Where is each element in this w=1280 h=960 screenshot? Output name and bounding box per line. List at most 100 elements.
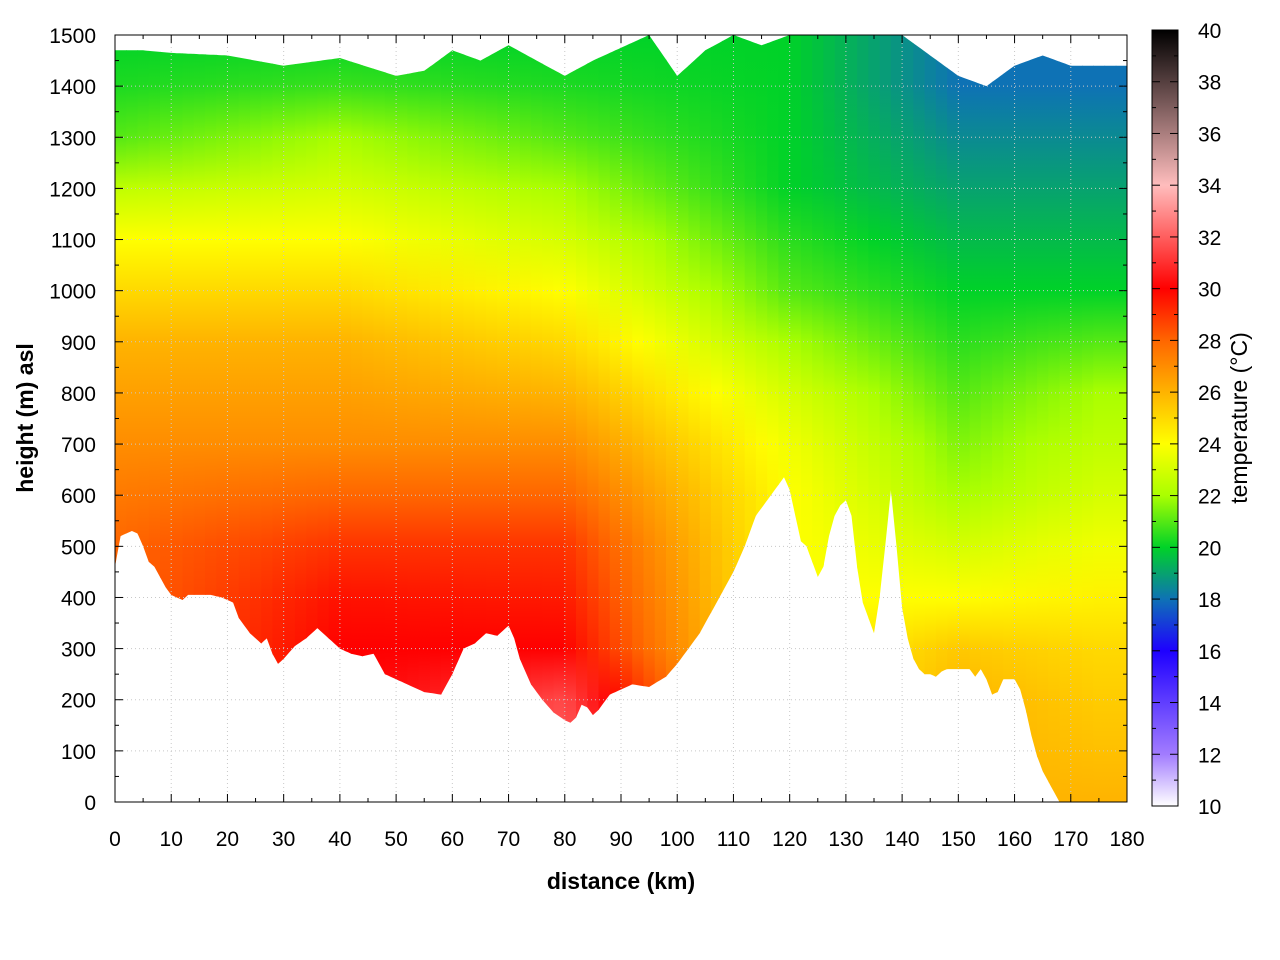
x-tick-label: 180	[1109, 828, 1144, 851]
y-tick-label: 1000	[49, 281, 96, 304]
heatmap-strip	[519, 35, 532, 802]
heatmap-strip	[418, 35, 431, 802]
heatmap-strip	[306, 35, 318, 802]
heatmap-strip	[812, 35, 824, 802]
colorbar-tick-labels: 10 12 14 16 18 20 22 24 26 28 30 32 34 36 38 40	[1198, 20, 1222, 819]
y-tick-label: 0	[84, 792, 96, 815]
x-tick-label: 90	[609, 828, 632, 851]
heatmap-strip	[373, 35, 386, 802]
colorbar-tick-label: 22	[1198, 486, 1221, 509]
x-tick-label: 10	[160, 828, 183, 851]
heatmap-strip	[1014, 35, 1027, 802]
y-tick-label: 100	[61, 741, 96, 764]
y-tick-label: 300	[61, 639, 96, 662]
colorbar-tick-label: 10	[1198, 796, 1221, 819]
y-tick-label: 700	[61, 434, 96, 457]
heatmap-strip	[755, 35, 768, 802]
heatmap-strip	[677, 35, 690, 802]
heatmap-strip	[688, 35, 701, 802]
heatmap-strip	[508, 35, 521, 802]
heatmap-strip	[1059, 35, 1072, 802]
colorbar-tick-label: 38	[1198, 72, 1221, 95]
x-tick-label: 40	[328, 828, 351, 851]
heatmap-strip	[429, 35, 442, 802]
heatmap-strip	[587, 35, 600, 802]
y-tick-labels: 0 100 200 300 400 500 600 700 800 900 1000 1100 1200…	[49, 25, 96, 815]
heatmap-strip	[452, 35, 465, 802]
heatmap-strip	[845, 35, 858, 802]
heatmap-strip	[902, 35, 914, 802]
heatmap-strip	[249, 35, 262, 802]
heatmap-strip	[261, 35, 274, 802]
heatmap-strip	[789, 35, 802, 802]
y-tick-label: 600	[61, 485, 96, 508]
heatmap-strip	[351, 35, 363, 802]
heatmap-strip	[384, 35, 397, 802]
colorbar-tick-label: 16	[1198, 641, 1221, 664]
heatmap-strip	[486, 35, 498, 802]
heatmap-strip	[710, 35, 723, 802]
heatmap-strip	[947, 35, 959, 802]
x-tick-label: 70	[497, 828, 520, 851]
heatmap-strip	[1070, 35, 1083, 802]
x-tick-label: 30	[272, 828, 295, 851]
heatmap-strip	[1037, 35, 1049, 802]
colorbar-title: temperature (°C)	[1226, 332, 1252, 504]
heatmap-strip	[204, 35, 217, 802]
heatmap-strip	[148, 35, 161, 802]
heatmap-strip	[924, 35, 937, 802]
y-tick-label: 1500	[49, 25, 96, 48]
heatmap-strip	[980, 35, 993, 802]
heatmap-strip	[1048, 35, 1061, 802]
x-tick-label: 150	[941, 828, 976, 851]
heatmap-strip	[654, 35, 667, 802]
y-tick-label: 900	[61, 332, 96, 355]
y-tick-label: 1100	[51, 230, 96, 253]
x-tick-label: 20	[216, 828, 239, 851]
heatmap-strip	[182, 35, 195, 802]
colorbar-tick-label: 26	[1198, 382, 1221, 405]
y-tick-label: 1400	[49, 76, 96, 99]
y-axis-title: height (m) asl	[12, 343, 38, 493]
colorbar-tick-label: 40	[1198, 20, 1221, 43]
heatmap-strip	[216, 35, 229, 802]
heatmap-strip	[497, 35, 510, 802]
heatmap-strip	[441, 35, 453, 802]
heatmap-strip	[227, 35, 240, 802]
colorbar-tick-label: 34	[1198, 175, 1222, 198]
heatmap-strip	[823, 35, 836, 802]
colorbar-tick-label: 36	[1198, 123, 1221, 146]
heatmap-strip	[913, 35, 926, 802]
heatmap-strip	[159, 35, 172, 802]
colorbar-tick-label: 24	[1198, 434, 1222, 457]
grid-lines	[115, 35, 1127, 802]
x-tick-label: 50	[384, 828, 407, 851]
colorbar-tick-label: 20	[1198, 537, 1221, 560]
heatmap-strip	[531, 35, 543, 802]
heatmap-field	[115, 35, 1127, 802]
heatmap-strip	[621, 35, 633, 802]
heatmap-strip	[722, 35, 735, 802]
heatmap-strip	[778, 35, 791, 802]
y-tick-label: 1200	[49, 178, 96, 201]
heatmap-strip	[1082, 35, 1094, 802]
heatmap-strip	[362, 35, 375, 802]
heatmap-strip	[126, 35, 139, 802]
heatmap-strip	[1025, 35, 1038, 802]
heatmap-strip	[609, 35, 622, 802]
heatmap-strip	[632, 35, 645, 802]
heatmap-strip	[328, 35, 341, 802]
heatmap-strip	[115, 35, 127, 802]
heatmap-strip	[542, 35, 555, 802]
heatmap-strip	[317, 35, 330, 802]
y-tick-label: 500	[61, 536, 96, 559]
heatmap-strip	[193, 35, 206, 802]
heatmap-strip	[598, 35, 611, 802]
heatmap-strip	[1093, 35, 1106, 802]
heatmap-strip	[800, 35, 813, 802]
heatmap-strip	[576, 35, 588, 802]
heatmap-strip	[272, 35, 285, 802]
heatmap-strip	[1003, 35, 1016, 802]
heatmap-strip	[339, 35, 352, 802]
heatmap-strip	[137, 35, 150, 802]
